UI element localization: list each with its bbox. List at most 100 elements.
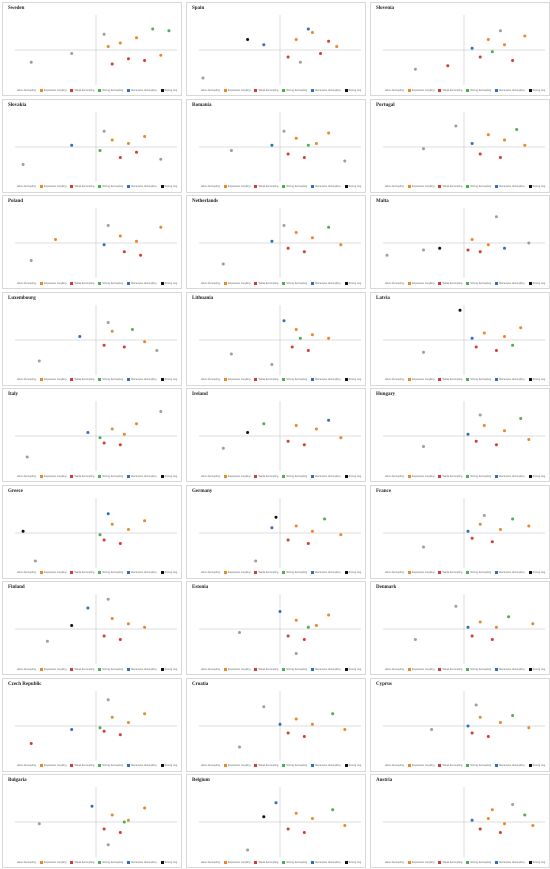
data-point xyxy=(143,711,147,715)
legend-label: Negative negative decoupling xyxy=(385,378,405,381)
legend-item: Weak decoupling xyxy=(438,763,462,769)
data-point xyxy=(470,536,474,540)
data-point xyxy=(474,439,478,443)
legend-label: Strong negative decoupling xyxy=(348,571,362,574)
legend-label: Negative negative decoupling xyxy=(17,378,37,381)
legend-label: Negative negative decoupling xyxy=(201,474,221,478)
legend-swatch xyxy=(344,860,348,864)
legend-item: Strong negative decoupling xyxy=(528,280,545,286)
data-point xyxy=(143,806,147,810)
legend-item: Strong negative decoupling xyxy=(160,859,177,865)
legend-label: Negative negative decoupling xyxy=(385,281,405,285)
legend-label: Recessive decoupling xyxy=(499,860,525,864)
data-point xyxy=(486,734,490,738)
legend-label: Strong decoupling xyxy=(470,185,492,188)
legend-label: Recessive decoupling xyxy=(499,88,525,92)
data-point xyxy=(118,541,122,545)
legend-label: Recessive decoupling xyxy=(131,185,157,188)
data-point xyxy=(118,443,122,447)
data-point xyxy=(102,129,106,133)
legend-swatch xyxy=(127,281,131,285)
legend-label: Strong decoupling xyxy=(286,185,308,188)
legend-item: Expansive coupling xyxy=(40,763,66,769)
legend-swatch xyxy=(70,185,74,188)
data-point xyxy=(54,238,57,241)
legend-label: Strong negative decoupling xyxy=(164,764,178,767)
data-point xyxy=(343,727,347,731)
chart-legend: Negative negative decoupling Expansive co… xyxy=(17,666,177,672)
chart-panel-sweden: Sweden Negative negative decoupling Expans… xyxy=(2,2,182,96)
legend-swatch xyxy=(160,474,164,478)
legend-item: Recessive decoupling xyxy=(495,280,525,286)
legend-item: Negative negative decoupling xyxy=(201,570,220,576)
legend-label: Weak decoupling xyxy=(74,281,95,285)
legend-swatch xyxy=(311,378,315,381)
legend-label: Recessive decoupling xyxy=(499,281,525,285)
legend-item: Expansive coupling xyxy=(224,859,250,865)
legend-item: Strong negative decoupling xyxy=(160,763,178,769)
chart-panel-latvia: Latvia Negative negative decoupling Expans… xyxy=(370,291,550,386)
legend-swatch xyxy=(311,667,315,671)
legend-swatch xyxy=(98,281,102,285)
legend-swatch xyxy=(495,571,499,574)
data-point xyxy=(201,76,205,80)
legend-item: Strong negative decoupling xyxy=(528,377,545,383)
data-point xyxy=(482,424,486,427)
data-point xyxy=(470,634,474,638)
chart-legend: Negative negative decoupling Expansive co… xyxy=(201,666,361,672)
scatter-plot xyxy=(199,497,361,568)
legend-item: Strong negative decoupling xyxy=(160,473,177,479)
data-point xyxy=(511,343,515,347)
legend-item: Strong negative decoupling xyxy=(344,377,361,383)
legend-swatch xyxy=(438,88,442,92)
legend-swatch xyxy=(224,474,228,478)
scatter-plot xyxy=(199,304,361,375)
legend-swatch xyxy=(98,571,102,574)
legend-swatch xyxy=(282,281,286,285)
legend-item: Strong decoupling xyxy=(98,570,123,576)
data-point xyxy=(511,517,515,520)
data-point xyxy=(167,29,171,33)
data-point xyxy=(21,529,25,533)
legend-label: Weak decoupling xyxy=(442,474,463,478)
legend-label: Strong decoupling xyxy=(102,88,124,92)
data-point xyxy=(306,625,310,629)
legend-swatch xyxy=(466,860,470,864)
legend-swatch xyxy=(254,281,258,285)
data-point xyxy=(286,246,290,250)
legend-label: Negative negative decoupling xyxy=(17,571,37,574)
legend-label: Negative negative decoupling xyxy=(17,281,37,285)
legend-item: Negative negative decoupling xyxy=(385,859,404,865)
legend-swatch xyxy=(311,474,315,478)
legend-item: Recessive decoupling xyxy=(495,377,525,383)
legend-swatch xyxy=(408,88,412,92)
data-point xyxy=(246,848,250,852)
chart-legend: Negative negative decoupling Expansive co… xyxy=(201,280,361,286)
legend-label: Strong decoupling xyxy=(286,281,308,285)
data-point xyxy=(106,320,110,324)
legend-item: Expansive coupling xyxy=(40,666,66,672)
legend-label: Weak decoupling xyxy=(74,571,95,574)
data-point xyxy=(486,38,490,41)
legend-label: Recessive decoupling xyxy=(499,474,525,478)
legend-item: Strong decoupling xyxy=(282,377,307,383)
data-point xyxy=(466,529,470,533)
data-point xyxy=(270,239,274,243)
legend-swatch xyxy=(98,378,102,381)
legend-swatch xyxy=(311,281,315,285)
data-point xyxy=(478,620,482,624)
legend-label: Expansive coupling xyxy=(412,474,435,478)
legend-item: Recessive decoupling xyxy=(127,280,157,286)
legend-item: Strong negative decoupling xyxy=(344,184,361,190)
legend-item: Strong decoupling xyxy=(466,666,491,672)
data-point xyxy=(454,124,458,127)
legend-item: Strong decoupling xyxy=(282,763,307,769)
legend-item: Recessive decoupling xyxy=(127,570,157,576)
data-point xyxy=(302,155,306,159)
scatter-plot xyxy=(199,787,361,857)
legend-label: Negative negative decoupling xyxy=(385,88,405,92)
legend-label: Weak decoupling xyxy=(74,378,95,381)
chart-legend: Negative negative decoupling Expansive co… xyxy=(17,377,177,383)
data-point xyxy=(270,143,274,147)
data-point xyxy=(470,238,474,241)
